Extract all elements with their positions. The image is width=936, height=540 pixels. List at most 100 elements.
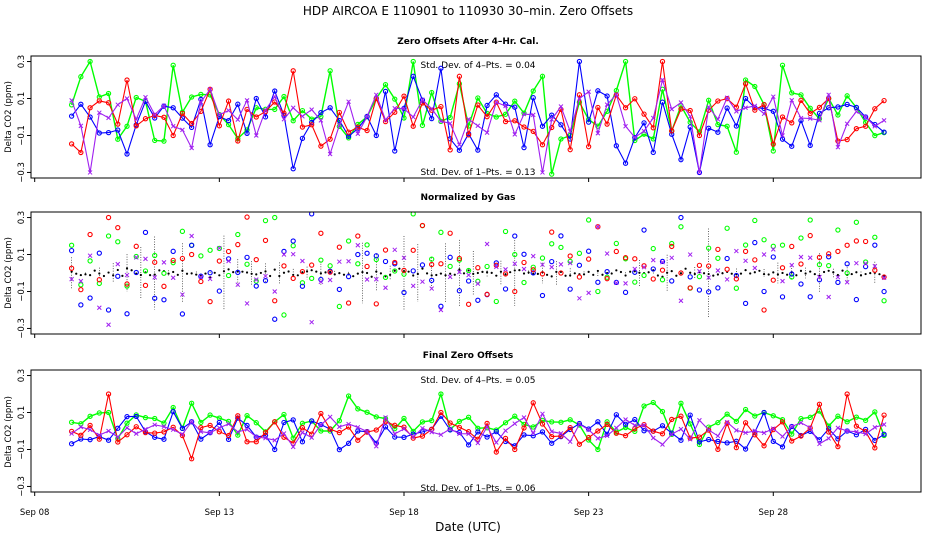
data-point — [512, 132, 518, 137]
data-point — [365, 271, 369, 275]
data-point — [835, 279, 841, 286]
data-point — [733, 276, 740, 282]
data-point — [419, 262, 426, 268]
data-point — [835, 104, 841, 110]
data-point — [392, 431, 398, 437]
data-point — [204, 272, 207, 275]
data-point — [290, 444, 296, 450]
data-point — [106, 428, 111, 434]
data-point — [776, 273, 779, 276]
data-point — [410, 73, 416, 79]
data-point — [798, 235, 804, 241]
data-point — [198, 253, 204, 259]
data-point — [475, 425, 481, 431]
data-point — [659, 58, 666, 65]
data-point — [687, 435, 693, 441]
marker-stroke — [300, 430, 305, 435]
data-point — [854, 109, 859, 114]
marker-stroke — [337, 424, 342, 430]
data-point — [595, 224, 601, 230]
marker-stroke — [309, 319, 315, 325]
data-point — [133, 123, 139, 129]
data-point — [512, 261, 518, 267]
data-point — [382, 274, 389, 280]
data-point — [678, 100, 684, 105]
data-point — [69, 98, 74, 103]
data-point — [669, 243, 675, 250]
data-point — [724, 95, 730, 101]
data-point — [659, 277, 666, 283]
data-point — [161, 270, 167, 276]
marker-stroke — [180, 127, 185, 133]
data-point — [142, 430, 149, 436]
data-point — [721, 272, 724, 275]
marker-stroke — [207, 276, 213, 282]
data-point — [549, 258, 555, 265]
data-point — [410, 434, 416, 440]
data-point — [392, 268, 398, 274]
y-tick-label: −0.1 — [17, 281, 27, 302]
data-point — [601, 273, 604, 276]
data-point — [706, 245, 712, 251]
data-point — [742, 81, 749, 87]
data-point — [216, 245, 222, 252]
data-point — [419, 433, 426, 439]
data-point — [539, 255, 546, 261]
data-point — [253, 114, 259, 120]
data-point — [216, 123, 222, 129]
data-point — [458, 268, 461, 271]
marker-stroke — [457, 269, 462, 275]
marker-stroke — [697, 417, 702, 423]
data-point — [392, 434, 398, 440]
data-point — [429, 286, 435, 291]
data-point — [180, 292, 185, 297]
data-point — [623, 281, 628, 286]
marker-stroke — [540, 262, 545, 268]
data-point — [125, 267, 129, 270]
marker-stroke — [235, 282, 241, 288]
marker-stroke — [447, 426, 453, 432]
data-point — [318, 257, 324, 263]
plot-area — [68, 58, 887, 177]
data-point — [345, 129, 352, 135]
data-point — [419, 419, 426, 425]
data-point — [844, 242, 850, 248]
data-point — [188, 419, 195, 425]
data-point — [392, 422, 398, 428]
data-point — [416, 272, 419, 276]
data-point — [484, 114, 490, 120]
marker-stroke — [872, 425, 878, 430]
data-point — [715, 438, 721, 445]
marker-stroke — [438, 432, 444, 438]
data-point — [401, 426, 407, 432]
data-point — [225, 248, 232, 255]
data-point — [687, 436, 693, 442]
data-point — [410, 58, 416, 65]
marker-stroke — [152, 112, 158, 117]
marker-stroke — [484, 241, 490, 247]
marker-stroke — [724, 95, 730, 101]
marker-stroke — [96, 432, 102, 438]
data-point — [133, 424, 139, 430]
data-point — [576, 58, 583, 65]
data-point — [153, 273, 156, 276]
marker-stroke — [872, 263, 878, 269]
data-point — [558, 262, 564, 267]
data-point — [299, 425, 306, 431]
data-point — [227, 268, 230, 271]
data-point — [462, 272, 466, 275]
marker-stroke — [69, 431, 74, 436]
marker-stroke — [263, 435, 268, 441]
data-point — [235, 269, 241, 276]
data-point — [697, 170, 702, 175]
data-point — [779, 242, 786, 248]
data-point — [346, 258, 351, 264]
data-point — [724, 277, 730, 282]
data-point — [456, 288, 463, 294]
data-point — [420, 97, 425, 103]
data-point — [292, 273, 295, 277]
data-point — [333, 273, 336, 276]
data-point — [370, 275, 373, 278]
data-point — [148, 274, 152, 277]
data-point — [752, 432, 758, 438]
